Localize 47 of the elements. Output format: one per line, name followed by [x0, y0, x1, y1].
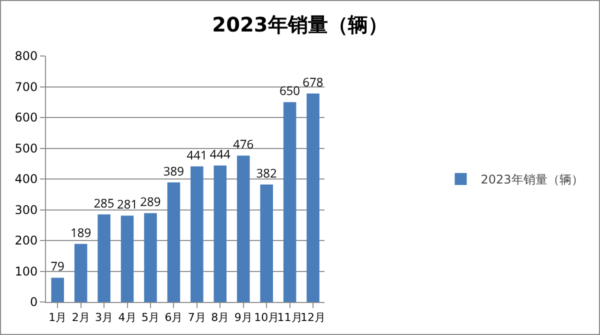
x-tick-label: 11月: [277, 311, 302, 324]
y-tick-label: 500: [14, 141, 38, 156]
bar: [283, 102, 296, 302]
data-label: 285: [94, 194, 114, 212]
y-tick-label: 300: [14, 202, 38, 217]
data-label: 389: [163, 162, 184, 180]
bar: [98, 214, 110, 302]
y-tick-label: 700: [14, 80, 38, 94]
x-tick-label: 9月: [234, 311, 252, 324]
x-tick-label: 4月: [118, 311, 136, 324]
x-tick-label: 12月: [300, 311, 326, 324]
x-tick-label: 6月: [164, 311, 183, 324]
x-tick-label: 7月: [188, 311, 206, 324]
data-label: 678: [302, 74, 324, 91]
data-label: 189: [70, 224, 92, 241]
x-tick-label: 1月: [48, 311, 67, 324]
bar: [120, 216, 134, 302]
data-label: 382: [256, 164, 277, 182]
data-label: 289: [140, 193, 161, 210]
chart-title: 2023年销量（辆）: [212, 12, 388, 37]
bar: [144, 213, 157, 302]
bar: [306, 94, 320, 302]
y-tick-label: 400: [14, 172, 38, 186]
y-tick-label: 800: [14, 49, 38, 64]
x-tick-label: 10月: [254, 311, 280, 324]
x-tick-label: 8月: [211, 311, 230, 324]
bar: [74, 244, 88, 302]
bar: [51, 278, 64, 302]
bar: [236, 156, 250, 302]
data-label: 441: [186, 146, 208, 164]
x-tick-label: 2月: [72, 311, 90, 324]
data-label: 444: [210, 145, 231, 162]
bar: [167, 182, 180, 302]
y-tick-label: 200: [14, 234, 38, 248]
bar: [190, 166, 204, 302]
data-label: 281: [116, 196, 138, 213]
bar: [260, 184, 273, 302]
data-label: 79: [50, 258, 65, 275]
x-tick-label: 5月: [141, 311, 160, 324]
y-tick-label: 100: [14, 264, 38, 278]
legend-label: 2023年销量（辆）: [480, 172, 584, 187]
y-tick-label: 0: [30, 295, 38, 310]
data-label: 476: [233, 136, 254, 153]
data-label: 650: [279, 82, 300, 100]
x-tick-label: 3月: [95, 311, 114, 324]
bar: [214, 165, 227, 302]
y-tick-label: 600: [14, 110, 38, 125]
